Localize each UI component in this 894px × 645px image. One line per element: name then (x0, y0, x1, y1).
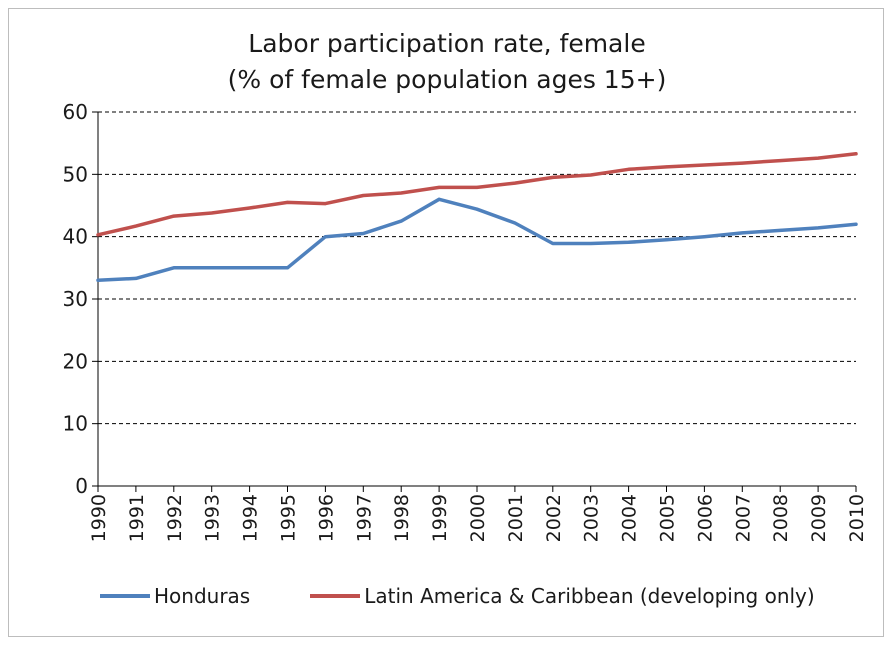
data-point-honduras-1998 (399, 219, 403, 223)
data-point-honduras-1997 (361, 232, 365, 236)
x-tick-label-2002: 2002 (543, 494, 565, 542)
chart-title-line: Labor participation rate, female (248, 29, 646, 58)
data-point-latin-america-caribbean-developing-only-2008 (778, 159, 782, 163)
data-point-latin-america-caribbean-developing-only-2000 (475, 185, 479, 189)
chart-subtitle: (% of female population ages 15+) (227, 65, 667, 94)
data-point-latin-america-caribbean-developing-only-1999 (437, 185, 441, 189)
data-point-honduras-1999 (437, 197, 441, 201)
data-point-latin-america-caribbean-developing-only-2010 (854, 152, 858, 156)
data-point-honduras-2009 (816, 226, 820, 230)
data-point-latin-america-caribbean-developing-only-2002 (551, 175, 555, 179)
x-tick-label-1996: 1996 (315, 494, 337, 542)
data-point-latin-america-caribbean-developing-only-1990 (96, 233, 100, 237)
data-point-latin-america-caribbean-developing-only-2003 (589, 173, 593, 177)
data-point-honduras-1995 (286, 266, 289, 270)
x-tick-label-1995: 1995 (278, 494, 300, 542)
chart-legend: Honduras Latin America & Caribbean (deve… (100, 580, 875, 612)
data-point-honduras-2003 (589, 242, 593, 246)
x-tick-label-2001: 2001 (505, 494, 527, 542)
x-tick-label-1997: 1997 (353, 494, 375, 542)
y-tick-label-40: 40 (63, 225, 88, 249)
chart-title: Labor participation rate, female (% of f… (0, 26, 894, 98)
data-point-latin-america-caribbean-developing-only-2001 (513, 181, 517, 185)
legend-label-honduras: Honduras (154, 584, 251, 608)
legend-swatch-latin-america (310, 594, 361, 598)
x-tick-label-2007: 2007 (732, 494, 754, 542)
y-tick-label-20: 20 (63, 349, 88, 373)
data-point-latin-america-caribbean-developing-only-2009 (816, 156, 820, 160)
data-point-latin-america-caribbean-developing-only-1993 (210, 211, 214, 215)
data-point-honduras-2005 (665, 238, 668, 242)
x-tick-label-2006: 2006 (694, 494, 716, 542)
chart-frame (8, 8, 884, 637)
data-point-honduras-2008 (778, 228, 782, 232)
x-tick-label-2008: 2008 (770, 494, 792, 542)
x-tick-label-1990: 1990 (88, 494, 110, 542)
data-point-latin-america-caribbean-developing-only-1998 (399, 191, 403, 195)
data-point-latin-america-caribbean-developing-only-1997 (361, 194, 365, 198)
data-point-latin-america-caribbean-developing-only-2007 (740, 161, 744, 165)
data-point-honduras-2006 (702, 235, 706, 239)
data-point-honduras-2004 (627, 240, 631, 244)
data-point-honduras-2002 (551, 242, 555, 246)
legend-swatch-honduras (100, 594, 150, 598)
x-tick-label-1998: 1998 (391, 494, 413, 542)
x-tick-label-2005: 2005 (657, 494, 679, 542)
x-tick-label-1994: 1994 (240, 494, 262, 542)
data-point-honduras-2001 (513, 221, 517, 225)
data-point-latin-america-caribbean-developing-only-2004 (627, 167, 631, 171)
data-point-honduras-1990 (96, 278, 100, 282)
x-tick-label-2003: 2003 (581, 494, 603, 542)
data-point-honduras-1992 (172, 266, 176, 270)
data-point-latin-america-caribbean-developing-only-2005 (665, 165, 668, 169)
data-point-latin-america-caribbean-developing-only-2006 (702, 163, 706, 167)
y-tick-label-30: 30 (63, 287, 88, 311)
x-tick-label-1991: 1991 (126, 494, 148, 542)
data-point-latin-america-caribbean-developing-only-1995 (286, 200, 289, 204)
data-point-honduras-1991 (134, 276, 138, 280)
data-point-honduras-2000 (475, 207, 479, 211)
y-tick-label-10: 10 (63, 412, 88, 436)
data-point-honduras-2010 (854, 222, 858, 226)
data-point-honduras-1994 (248, 266, 252, 270)
x-tick-label-2010: 2010 (846, 494, 868, 542)
data-point-latin-america-caribbean-developing-only-1991 (134, 224, 138, 228)
data-point-latin-america-caribbean-developing-only-1994 (248, 206, 252, 210)
data-point-honduras-1996 (323, 235, 327, 239)
x-tick-label-1992: 1992 (164, 494, 186, 542)
legend-label-latin-america: Latin America & Caribbean (developing on… (364, 584, 815, 608)
y-tick-label-0: 0 (75, 474, 88, 498)
y-tick-label-60: 60 (63, 100, 88, 124)
data-point-latin-america-caribbean-developing-only-1996 (323, 202, 327, 206)
x-tick-label-2000: 2000 (467, 494, 489, 542)
x-tick-label-1993: 1993 (202, 494, 224, 542)
x-tick-label-1999: 1999 (429, 494, 451, 542)
series-line-latin-america-caribbean-developing-only (96, 152, 858, 237)
data-point-latin-america-caribbean-developing-only-1992 (172, 214, 176, 218)
x-tick-label-2009: 2009 (808, 494, 830, 542)
x-tick-label-2004: 2004 (619, 494, 641, 542)
y-tick-label-50: 50 (63, 162, 88, 186)
legend-item-honduras: Honduras (100, 584, 250, 608)
legend-item-latin-america: Latin America & Caribbean (developing on… (310, 584, 815, 608)
data-point-honduras-1993 (210, 266, 214, 270)
data-point-honduras-2007 (740, 231, 744, 235)
